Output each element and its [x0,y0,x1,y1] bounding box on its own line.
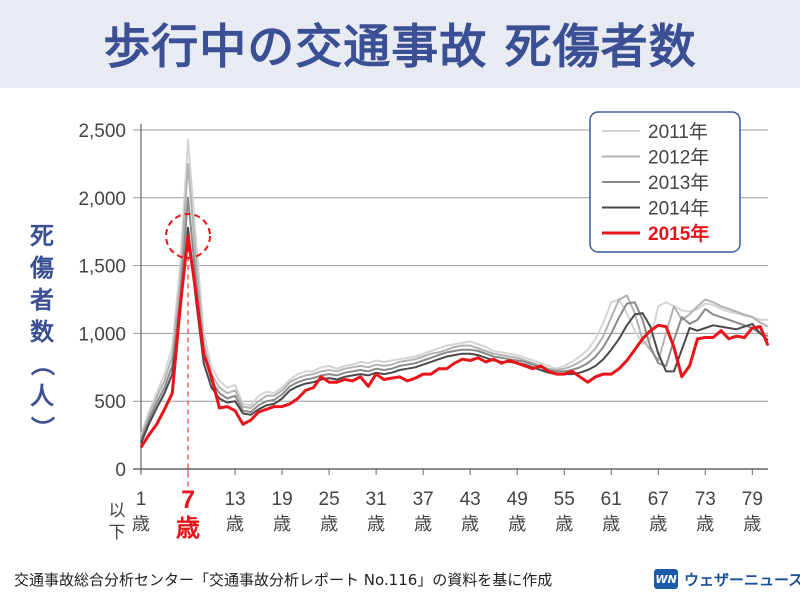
x-tick-label: 31 歳 [366,489,387,534]
y-tick-labels: 0 500 1,000 1,500 2,000 2,500 [78,121,126,481]
y-tick-label: 1,000 [78,324,126,345]
x-tick-number: 43 [460,489,481,510]
series-line-2011年 [140,138,768,436]
y-label-glyph: 死 [30,223,54,250]
legend-label: 2013年 [648,172,709,194]
logo-text: ウェザーニュース [684,570,800,589]
x-tick-number: 1 [136,489,147,510]
x-tick-number: 73 [695,489,716,510]
page-title: 歩行中の交通事故 死傷者数 [103,20,697,75]
x-tick-label: 61 歳 [601,489,622,534]
y-label-glyph: ） [28,416,55,440]
series-line-2014年 [140,226,769,444]
x-tick-number: 19 [272,489,293,510]
x-tick-number: 61 [601,489,622,510]
x-tick-label: 55 歳 [554,489,575,534]
x-tick-number: 31 [366,489,387,510]
series-line-2012年 [140,162,769,439]
x-tick-suffix: 下 [109,523,126,542]
x-tick-number: 7 [181,486,195,514]
x-tick-unit: 歳 [320,514,338,534]
x-tick-number: 49 [507,489,528,510]
x-tick-unit: 歳 [602,514,620,534]
series-lines [139,138,770,449]
weathernews-logo: WN ウェザーニュース [654,566,800,592]
x-tick-unit: 歳 [226,514,244,534]
legend-box [589,111,741,253]
x-tick-label: 19 歳 [272,489,293,534]
peak-circle [165,213,212,259]
y-label-glyph: 数 [30,319,55,346]
x-tick-number: 37 [413,489,434,510]
x-tick-label: 13 歳 [224,489,245,534]
y-axis-label: 死傷者数 （ 人 ） [28,223,55,440]
x-tick-label: 73 歳 [695,489,716,534]
title-banner: 歩行中の交通事故 死傷者数 [0,0,800,88]
x-tick-number: 67 [648,489,669,510]
series-line-2015年 [139,234,770,449]
legend-label: 2011年 [648,121,708,143]
y-tick-label: 1,500 [78,257,126,278]
y-tick-label: 0 [115,460,126,481]
x-tick-number: 55 [554,489,575,510]
x-tick-number: 13 [224,489,245,510]
x-tick-labels: 1歳以下7歳13歳19歳25歳31歳37歳43歳49歳55歳61歳67歳73歳7… [109,486,763,542]
x-tick-suffix: 以 [109,501,126,520]
x-tick-number: 79 [742,489,763,510]
x-tick-unit: 歳 [367,514,385,534]
x-tick-unit: 歳 [273,514,291,534]
legend-label: 2015年 [648,222,709,245]
x-tick-label: 67 歳 [648,489,669,534]
legend-label: 2014年 [648,198,709,220]
peak-annotation [165,213,212,487]
x-tick-label: 25 歳 [319,489,340,534]
source-note: 交通事故総合分析センター「交通事故分析レポート No.116」の資料を基に作成 [14,571,553,589]
y-tick-label: 2,500 [78,121,126,142]
legend-label: 2012年 [648,147,709,169]
logo-mark: WN [654,569,678,589]
x-tick-unit: 歳 [555,514,573,534]
y-label-glyph: （ [28,352,55,376]
x-tick-unit: 歳 [649,514,667,534]
x-tick-label: 49 歳 [507,489,528,534]
x-tick-label: 43 歳 [460,489,481,534]
y-label-glyph: 者 [30,286,54,314]
y-tick-label: 500 [94,392,126,413]
x-tick-unit: 歳 [696,514,714,534]
x-tick-unit: 歳 [461,514,479,534]
y-tick-label: 2,000 [78,189,126,210]
x-tick-unit: 歳 [508,514,526,534]
x-tick-unit: 歳 [176,514,200,542]
y-label-glyph: 傷 [29,254,54,282]
x-tick-label: 79 歳 [742,489,763,534]
x-tick-number: 25 [319,489,340,510]
x-tick-label: 37 歳 [413,489,434,534]
x-tick-label: 1 歳以下 [109,489,151,542]
x-tick-unit: 歳 [414,514,432,534]
y-label-glyph: 人 [30,383,54,410]
x-tick-unit: 歳 [132,514,150,534]
x-tick-label: 7歳 [176,486,200,542]
grid-lines [133,124,768,475]
x-tick-unit: 歳 [743,514,761,534]
